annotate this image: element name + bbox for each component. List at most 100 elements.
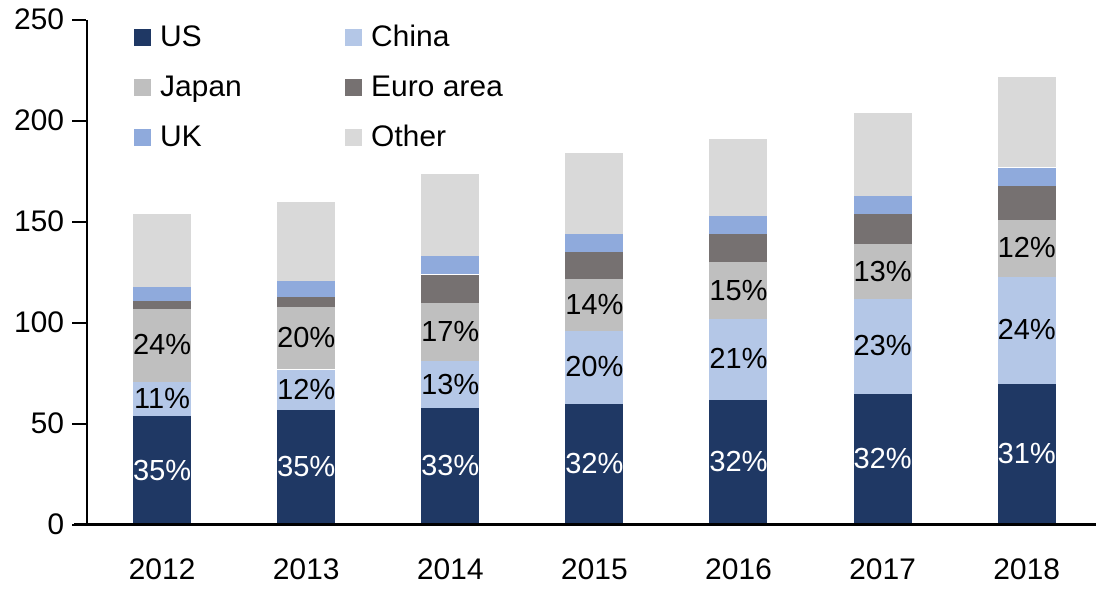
y-tick-label: 0 xyxy=(47,508,64,541)
y-tick-label: 100 xyxy=(13,306,64,339)
data-label-us-2015: 32% xyxy=(565,448,624,481)
bar-segment-other-2014 xyxy=(421,173,480,257)
data-label-us-2017: 32% xyxy=(853,443,912,476)
x-tick-label-2017: 2017 xyxy=(849,553,916,586)
bar-segment-euro-area-2014 xyxy=(421,274,480,303)
x-tick-label-2014: 2014 xyxy=(416,553,484,586)
legend-item-japan: Japan xyxy=(134,72,242,102)
legend-label-japan: Japan xyxy=(160,70,242,103)
data-label-china-2014: 13% xyxy=(421,368,480,401)
bar-segment-japan-2018 xyxy=(997,220,1056,277)
legend-item-uk: UK xyxy=(134,122,202,152)
y-axis-line xyxy=(86,20,88,525)
y-tick-label: 50 xyxy=(30,407,64,440)
data-label-japan-2018: 12% xyxy=(997,232,1056,265)
data-label-us-2012: 35% xyxy=(132,454,192,487)
data-label-us-2013: 35% xyxy=(277,451,336,484)
legend-swatch-china xyxy=(345,28,362,46)
bar-segment-us-2013 xyxy=(277,409,336,525)
bar-segment-uk-2016 xyxy=(709,215,768,235)
x-axis-line xyxy=(74,523,1096,526)
bar-segment-japan-2014 xyxy=(421,302,480,362)
bar-segment-uk-2018 xyxy=(997,167,1056,186)
bar-segment-japan-2017 xyxy=(853,244,912,299)
bar-segment-other-2017 xyxy=(853,112,912,196)
bar-segment-uk-2014 xyxy=(421,256,480,275)
y-tick-label: 200 xyxy=(13,104,64,137)
bar-segment-euro-area-2016 xyxy=(709,234,768,263)
bar-segment-euro-area-2013 xyxy=(277,296,336,307)
legend-swatch-us xyxy=(134,28,151,46)
bar-segment-us-2012 xyxy=(133,415,191,525)
legend-label-china: China xyxy=(371,20,450,53)
data-label-china-2016: 21% xyxy=(709,343,768,376)
bar-segment-uk-2013 xyxy=(277,280,336,297)
bar-segment-china-2013 xyxy=(277,369,336,410)
legend-swatch-euro-area xyxy=(345,78,362,96)
y-tick-label: 150 xyxy=(13,205,64,238)
data-label-japan-2014: 17% xyxy=(421,316,480,349)
legend-item-other: Other xyxy=(345,122,446,152)
bar-segment-japan-2012 xyxy=(133,308,191,382)
data-label-us-2016: 32% xyxy=(709,446,768,479)
legend-swatch-japan xyxy=(134,78,151,96)
bar-segment-japan-2013 xyxy=(277,306,336,370)
y-tick-label: 250 xyxy=(13,3,64,36)
bar-segment-japan-2015 xyxy=(565,278,624,332)
bar-segment-other-2015 xyxy=(565,153,624,235)
x-tick-label-2013: 2013 xyxy=(272,553,340,586)
data-label-japan-2012: 24% xyxy=(132,329,192,362)
bar-segment-us-2017 xyxy=(853,393,912,525)
y-axis-tick xyxy=(72,423,86,425)
bar-segment-us-2015 xyxy=(565,403,624,525)
legend-swatch-uk xyxy=(134,128,151,146)
data-label-japan-2013: 20% xyxy=(277,322,336,355)
bar-segment-euro-area-2018 xyxy=(997,185,1056,220)
legend-label-us: US xyxy=(160,20,202,53)
y-axis-tick xyxy=(72,221,86,223)
bar-segment-uk-2017 xyxy=(853,195,912,214)
bar-segment-us-2014 xyxy=(421,407,480,525)
data-label-japan-2017: 13% xyxy=(853,255,912,288)
data-label-us-2014: 33% xyxy=(421,450,480,483)
bar-segment-china-2018 xyxy=(997,276,1056,384)
bar-segment-other-2016 xyxy=(709,139,768,216)
bar-segment-other-2013 xyxy=(277,201,336,281)
bar-segment-other-2018 xyxy=(997,76,1056,168)
bar-segment-other-2012 xyxy=(133,213,191,287)
bar-segment-china-2017 xyxy=(853,298,912,394)
bar-segment-china-2012 xyxy=(133,381,191,416)
bar-segment-uk-2012 xyxy=(133,286,191,301)
x-tick-label-2012: 2012 xyxy=(128,553,196,586)
bar-segment-uk-2015 xyxy=(565,234,624,253)
bar-segment-euro-area-2015 xyxy=(565,252,624,279)
bar-segment-china-2014 xyxy=(421,361,480,408)
x-tick-label-2016: 2016 xyxy=(705,553,772,586)
legend-swatch-other xyxy=(345,128,362,146)
legend-label-uk: UK xyxy=(160,120,202,153)
data-label-japan-2015: 14% xyxy=(565,288,624,321)
bar-segment-euro-area-2012 xyxy=(133,300,191,309)
bar-segment-us-2018 xyxy=(997,383,1056,525)
y-axis-tick xyxy=(72,19,86,21)
data-label-china-2018: 24% xyxy=(997,314,1056,347)
x-tick-label-2018: 2018 xyxy=(993,553,1060,586)
bar-segment-euro-area-2017 xyxy=(853,213,912,245)
y-axis-tick xyxy=(72,322,86,324)
data-label-china-2013: 12% xyxy=(277,373,336,406)
legend-label-euro-area: Euro area xyxy=(371,70,503,103)
data-label-china-2017: 23% xyxy=(853,330,912,363)
data-label-us-2018: 31% xyxy=(997,438,1056,471)
data-label-japan-2016: 15% xyxy=(709,274,768,307)
bar-segment-china-2016 xyxy=(709,319,768,400)
bar-segment-us-2016 xyxy=(709,399,768,525)
bar-segment-japan-2016 xyxy=(709,262,768,319)
bar-segment-china-2015 xyxy=(565,331,624,404)
data-label-china-2015: 20% xyxy=(565,351,624,384)
y-axis-tick xyxy=(72,120,86,122)
legend-item-china: China xyxy=(345,22,449,52)
data-label-china-2012: 11% xyxy=(134,382,190,415)
legend-item-euro-area: Euro area xyxy=(345,72,503,102)
legend-item-us: US xyxy=(134,22,202,52)
